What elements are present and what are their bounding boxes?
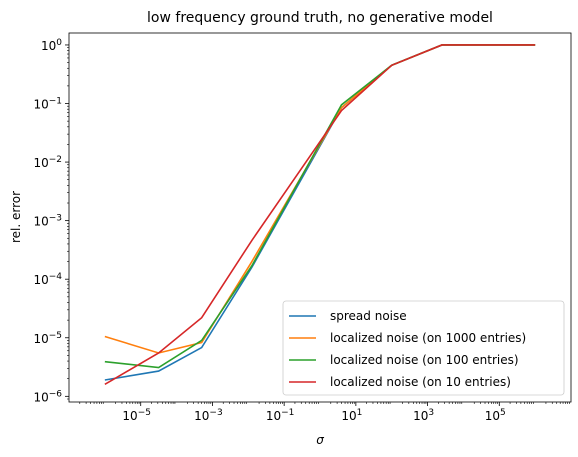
x-tick-label: 101 [341, 408, 362, 423]
y-tick-label: 10−2 [33, 155, 62, 170]
series-line-4 [104, 44, 536, 386]
y-tick-label: 10−1 [33, 97, 62, 112]
y-tick-label: 10−5 [33, 331, 62, 346]
legend-box [282, 300, 565, 396]
legend: spread noise localized noise (on 1000 ent… [282, 300, 565, 396]
y-tick-label: 10−6 [33, 389, 62, 404]
y-tick-label: 10−4 [33, 272, 62, 287]
x-tick-label: 10−5 [122, 408, 151, 423]
y-tick-label: 10−3 [33, 214, 62, 229]
y-axis: 10−6 10−5 10−4 10−3 10−2 10−1 100 [33, 38, 69, 404]
chart-title: low frequency ground truth, no generativ… [147, 10, 493, 26]
y-axis-label: rel. error [9, 191, 23, 243]
plot-frame [68, 32, 572, 403]
plot-lines [104, 44, 536, 386]
x-tick-label: 10−3 [194, 408, 223, 423]
x-tick-label: 103 [413, 408, 434, 423]
legend-label-4: localized noise (on 10 entries) [330, 375, 511, 389]
x-axis-label: σ [316, 433, 324, 447]
legend-label-3: localized noise (on 100 entries) [330, 353, 519, 367]
y-tick-label: 100 [41, 38, 62, 53]
x-tick-label: 10−1 [266, 408, 295, 423]
x-tick-label: 105 [485, 408, 506, 423]
x-axis: 10−5 10−3 10−1 101 103 105 [79, 402, 570, 423]
legend-label-2: localized noise (on 1000 entries) [330, 331, 526, 345]
legend-label-1: spread noise [330, 309, 407, 323]
